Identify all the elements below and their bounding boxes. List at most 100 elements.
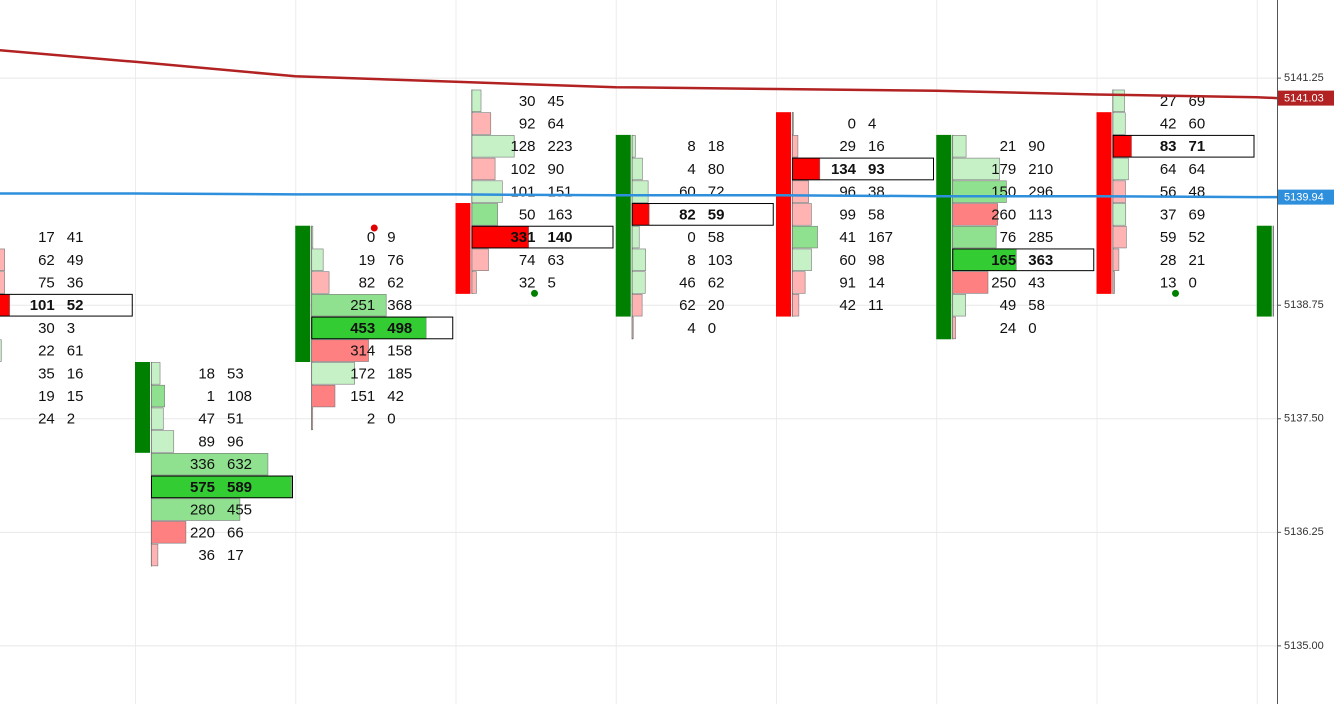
poc-box [952,248,1095,272]
bid-volume: 250 [991,274,1016,291]
poc-box [1112,134,1255,158]
ask-volume: 14 [868,274,885,291]
bid-volume: 331 [510,229,535,246]
ask-volume: 108 [227,388,252,405]
bid-volume: 59 [1160,229,1177,246]
volume-profile-bar [1112,180,1126,203]
bid-volume: 21 [1000,138,1017,155]
bid-volume: 56 [1160,184,1177,201]
bid-volume: 64 [1160,161,1177,178]
candle-body [455,203,471,294]
bid-volume: 19 [359,252,376,269]
volume-profile-bar [792,135,799,158]
bid-volume: 74 [519,252,536,269]
candle-body [615,134,631,317]
bid-volume: 36 [198,547,215,564]
volume-profile-bar [952,271,989,294]
poc-box [151,475,293,499]
y-tick-label: 5137.50 [1284,413,1324,425]
candle-body [776,112,791,317]
volume-profile-bar [631,135,636,158]
bid-volume: 91 [839,274,856,291]
bid-volume: 0 [367,229,375,246]
bid-volume: 41 [839,229,856,246]
volume-profile-bar [792,248,812,271]
ask-volume: 51 [227,411,244,428]
volume-profile-bar [151,362,161,385]
ask-volume: 455 [227,502,252,519]
ask-volume: 52 [67,297,84,314]
bid-volume: 30 [38,320,55,337]
volume-profile-bar [952,135,967,158]
candle-body [295,225,311,362]
bid-volume: 22 [38,343,55,360]
ask-volume: 64 [548,116,565,133]
volume-profile-bar [1112,225,1127,249]
ask-volume: 58 [708,229,725,246]
signal-dot [531,289,538,297]
ask-volume: 16 [67,365,84,382]
price-axis: 5135.00 5136.25 5137.50 5138.75 5141.25 5141.… [1277,72,1334,652]
bid-volume: 37 [1160,206,1177,223]
bid-volume: 151 [350,388,375,405]
bid-volume: 96 [839,184,856,201]
bid-volume: 134 [831,161,857,178]
volume-profile-bar [631,248,646,271]
volume-profile-bar [1112,89,1125,112]
bid-volume: 82 [679,206,696,223]
volume-profile-bar [0,271,5,294]
volume-profile-bar [631,271,646,294]
bid-volume: 101 [510,184,535,201]
bid-volume: 83 [1160,138,1177,155]
bid-volume: 60 [839,252,856,269]
bid-volume: 179 [991,161,1016,178]
bid-volume: 8 [687,138,695,155]
y-tick-label: 5138.75 [1284,299,1324,311]
ask-volume: 0 [1189,274,1197,291]
bid-volume: 165 [991,252,1016,269]
bid-volume: 1 [207,388,215,405]
last-value-tag [1278,189,1334,205]
volume-profile-bar [311,225,314,249]
ask-volume: 3 [67,320,75,337]
volume-profile-bar [471,89,482,112]
volume-profile-bar [1112,271,1115,294]
bid-volume: 99 [839,206,856,223]
bid-volume: 32 [519,274,536,291]
volume-profile-bar [311,384,336,408]
bid-volume: 453 [350,320,375,337]
ask-volume: 11 [868,297,884,314]
volume-profile-bar [631,225,640,249]
volume-profile-bar [471,180,503,203]
bid-volume: 62 [38,252,55,269]
ask-volume: 42 [387,388,404,405]
indicator-line [0,192,1277,199]
volume-profile-bar [792,294,800,317]
ask-volume: 62 [708,274,725,291]
ask-volume: 223 [548,138,573,155]
ask-volume: 589 [227,479,252,496]
volume-profile-bar [952,225,997,249]
bid-volume: 101 [30,297,55,314]
bid-volume: 336 [190,456,215,473]
last-value-tag [1278,90,1334,106]
ask-volume: 363 [1028,252,1053,269]
last-value-label: 5139.94 [1284,192,1324,204]
ask-volume: 140 [548,229,573,246]
bid-volume: 172 [350,365,375,382]
volume-profile-bar [792,271,806,294]
ask-volume: 2 [67,411,75,428]
ask-volume: 185 [387,365,412,382]
volume-profile-bar [792,157,821,181]
bid-volume: 28 [1160,252,1177,269]
poc-box [471,225,614,249]
ask-volume: 0 [708,320,716,337]
volume-profile-bar [1112,157,1129,181]
ask-volume: 72 [708,184,725,201]
bid-volume: 251 [350,297,375,314]
y-tick-label: 5141.25 [1284,72,1324,84]
ask-volume: 98 [868,252,885,269]
ask-volume: 66 [227,524,244,541]
bid-volume: 18 [198,365,215,382]
